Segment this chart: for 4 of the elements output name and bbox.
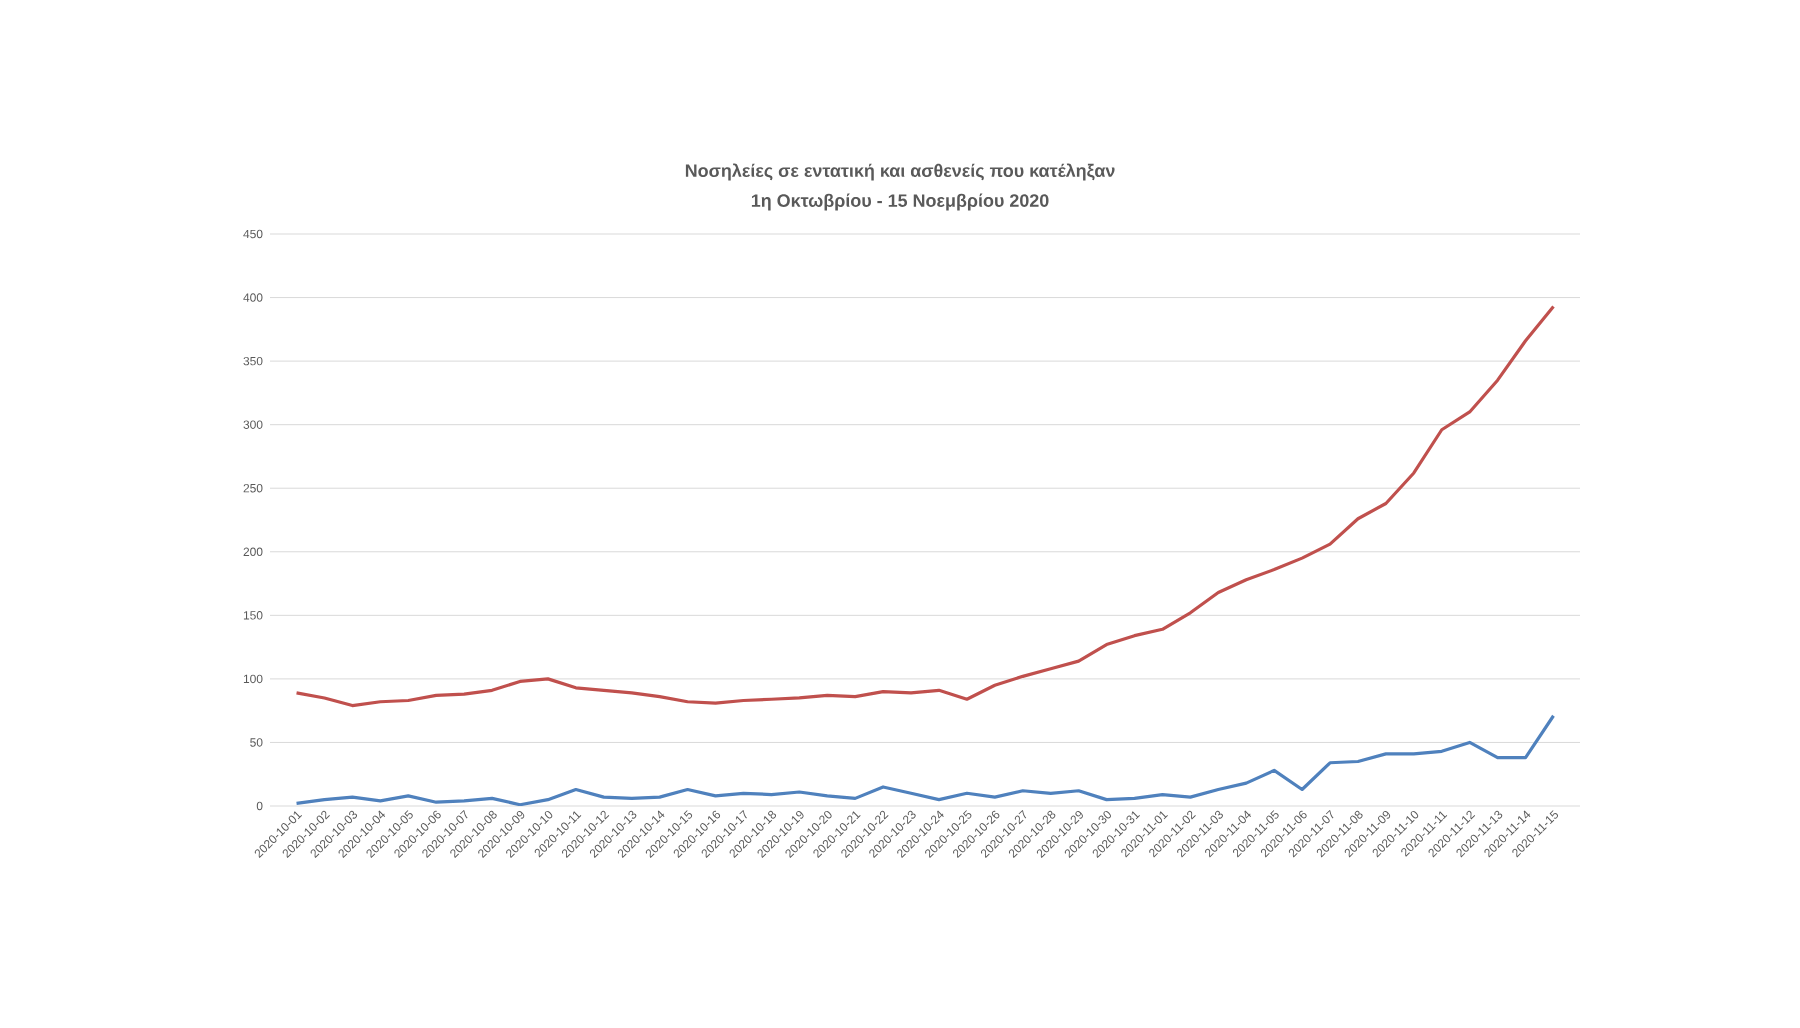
line-series <box>294 714 1556 806</box>
line-series <box>294 304 1556 708</box>
chart-subtitle: 1η Οκτωβρίου - 15 Νοεμβρίου 2020 <box>751 193 1049 211</box>
chart-title: Νοσηλείες σε εντατική και ασθενείς που κατέληξαν <box>685 163 1115 181</box>
